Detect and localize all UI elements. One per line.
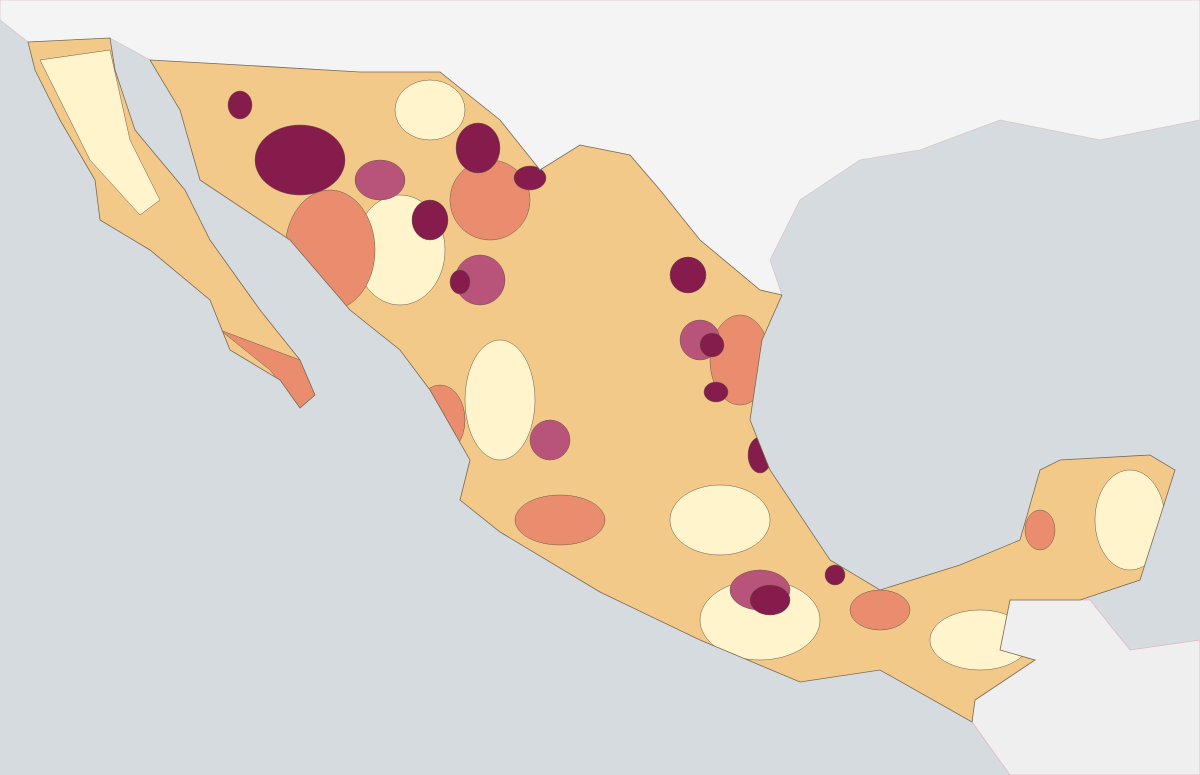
- region: [1024, 509, 1056, 551]
- region: [529, 419, 571, 461]
- region: [849, 589, 911, 631]
- region: [449, 269, 471, 295]
- region: [669, 484, 771, 556]
- region: [464, 339, 536, 461]
- region: [824, 564, 846, 586]
- region: [39, 49, 161, 216]
- baja-outline: [27, 37, 316, 409]
- region: [669, 256, 707, 294]
- region: [513, 165, 547, 191]
- region: [411, 199, 449, 241]
- region: [749, 584, 791, 616]
- region: [394, 79, 466, 141]
- region: [514, 494, 606, 546]
- region: [703, 381, 729, 403]
- region: [227, 90, 253, 120]
- region: [354, 159, 406, 201]
- mainland-outline: [149, 59, 1176, 723]
- region: [254, 124, 346, 196]
- region: [455, 122, 501, 174]
- region: [699, 332, 725, 358]
